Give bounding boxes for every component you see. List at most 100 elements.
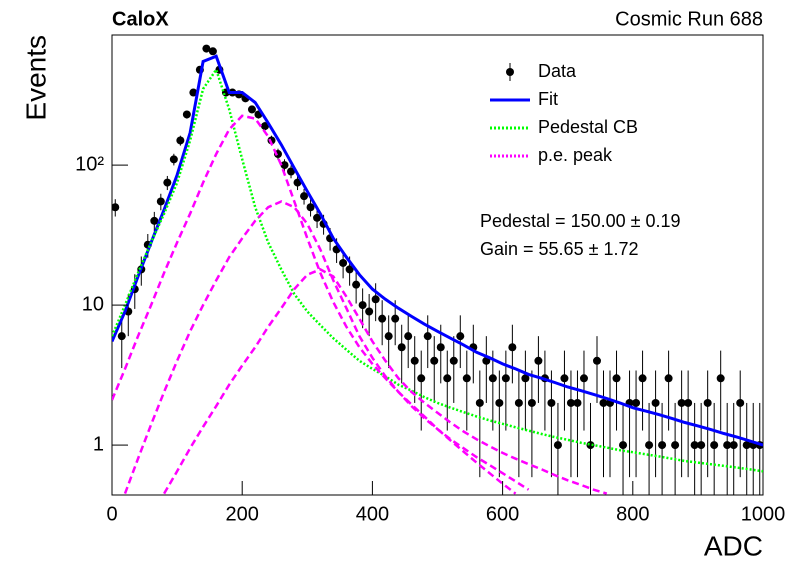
data-point — [397, 343, 406, 352]
data-point — [182, 110, 191, 119]
data-point — [560, 374, 569, 383]
legend-label: Fit — [538, 89, 558, 109]
legend-label: p.e. peak — [538, 145, 613, 165]
data-point — [352, 280, 361, 289]
plot-frame — [111, 34, 764, 496]
curve — [112, 66, 763, 473]
data-point — [521, 374, 530, 383]
data-point — [280, 161, 289, 170]
data-point — [651, 398, 660, 407]
data-point — [547, 398, 556, 407]
data-point — [488, 374, 497, 383]
data-point — [449, 356, 458, 365]
data-point — [619, 441, 628, 450]
curve — [163, 268, 608, 495]
data-point — [391, 314, 400, 323]
data-point — [378, 314, 387, 323]
data-point — [716, 374, 725, 383]
x-tick-label: 0 — [106, 503, 117, 525]
y-tick-label: 10 — [82, 293, 104, 315]
x-axis-label: ADC — [704, 530, 763, 561]
data-point — [176, 136, 185, 145]
y-axis-label: Events — [20, 35, 51, 121]
data-point — [710, 441, 719, 450]
data-point — [697, 441, 706, 450]
data-point — [150, 216, 159, 225]
data-point — [671, 441, 680, 450]
data-point — [579, 374, 588, 383]
data-point — [592, 356, 601, 365]
data-point — [638, 374, 647, 383]
data-point — [169, 155, 178, 164]
curve — [112, 54, 763, 447]
data-point — [365, 307, 374, 316]
data-point — [501, 374, 510, 383]
chart-title: CaloX — [112, 8, 169, 30]
data-point — [443, 374, 452, 383]
data-point — [404, 332, 413, 341]
x-tick-label: 600 — [486, 503, 519, 525]
data-point — [202, 44, 211, 53]
x-tick-label: 400 — [356, 503, 389, 525]
data-point — [534, 356, 543, 365]
data-point — [736, 398, 745, 407]
data-point — [313, 213, 322, 222]
data-point — [462, 374, 471, 383]
data-point — [527, 398, 536, 407]
data-point — [475, 398, 484, 407]
data-point — [645, 441, 654, 450]
data-point — [163, 178, 172, 187]
chart-subtitle: Cosmic Run 688 — [615, 8, 763, 30]
data-point — [156, 197, 165, 206]
x-tick-label: 800 — [616, 503, 649, 525]
data-point — [742, 441, 751, 450]
data-point — [371, 295, 380, 304]
data-point — [703, 398, 712, 407]
data-point — [189, 88, 198, 97]
data-point — [267, 136, 276, 145]
data-point — [306, 203, 315, 212]
data-point — [436, 343, 445, 352]
legend-marker — [506, 68, 514, 76]
data-point — [358, 301, 367, 310]
curve — [123, 200, 530, 495]
data-point — [112, 203, 120, 212]
data-point — [430, 356, 439, 365]
data-point — [300, 192, 309, 201]
data-point — [632, 398, 641, 407]
data-point — [260, 122, 269, 131]
data-point — [723, 441, 732, 450]
data-point — [677, 398, 686, 407]
data-point — [117, 332, 126, 341]
annotation: Pedestal = 150.00 ± 0.19 — [480, 211, 681, 231]
data-point — [247, 105, 256, 114]
data-point — [339, 258, 348, 267]
data-point — [508, 343, 517, 352]
data-point — [384, 332, 393, 341]
data-point — [514, 398, 523, 407]
y-tick-label: 10² — [75, 153, 104, 175]
data-point — [729, 441, 738, 450]
data-point — [287, 167, 296, 176]
data-point — [345, 265, 354, 274]
plot-area — [112, 44, 763, 495]
data-point — [410, 356, 419, 365]
data-point — [664, 374, 673, 383]
x-tick-label: 200 — [226, 503, 259, 525]
data-point — [690, 441, 699, 450]
data-point — [423, 332, 432, 341]
data-point — [293, 178, 302, 187]
data-point — [566, 398, 575, 407]
data-point — [573, 398, 582, 407]
data-point — [456, 332, 465, 341]
y-tick-label: 1 — [93, 433, 104, 455]
data-point — [684, 398, 693, 407]
data-point — [599, 398, 608, 407]
annotation: Gain = 55.65 ± 1.72 — [480, 239, 639, 259]
data-point — [417, 374, 426, 383]
legend-label: Data — [538, 61, 577, 81]
data-point — [553, 441, 562, 450]
data-point — [495, 398, 504, 407]
